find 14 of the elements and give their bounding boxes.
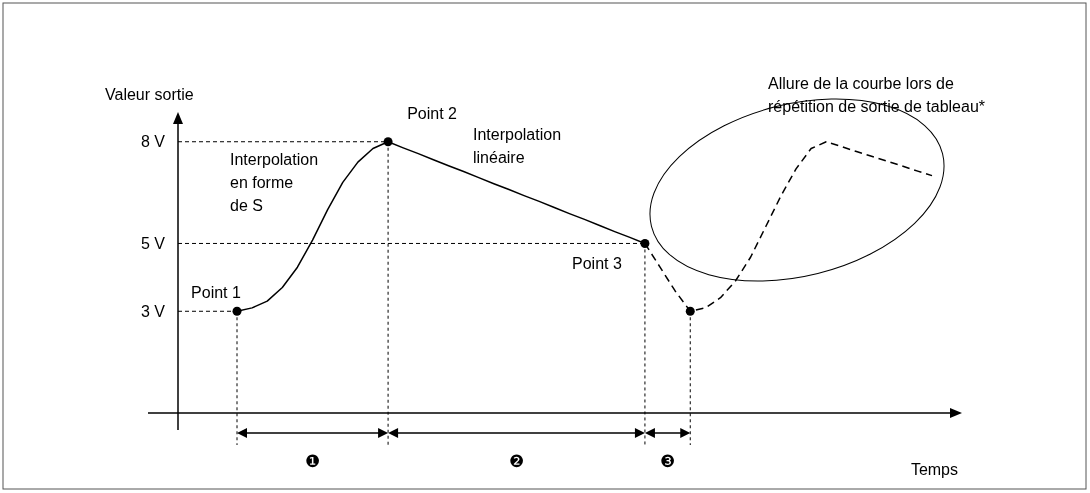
text: ❶ [305,452,321,471]
text: Allure de la courbe lors de répétition de sortie de tableau* [768,75,986,115]
text: ❸ [660,452,676,471]
text: ❷ [509,452,525,471]
x-axis-title: Temps [910,461,958,478]
annotation: Point 2 [407,104,458,122]
annotation: Interpolation linéaire [473,126,562,166]
y-tick-label: 8 V [140,133,166,151]
annotation: Point 3 [572,255,622,273]
y-tick-label: 5 V [140,235,166,253]
y-tick-label: 3 V [140,302,166,320]
annotation: Point 1 [191,284,242,302]
y-axis-title: Valeur sortie [105,86,194,103]
annotation: Interpolation en forme de S [230,151,319,214]
